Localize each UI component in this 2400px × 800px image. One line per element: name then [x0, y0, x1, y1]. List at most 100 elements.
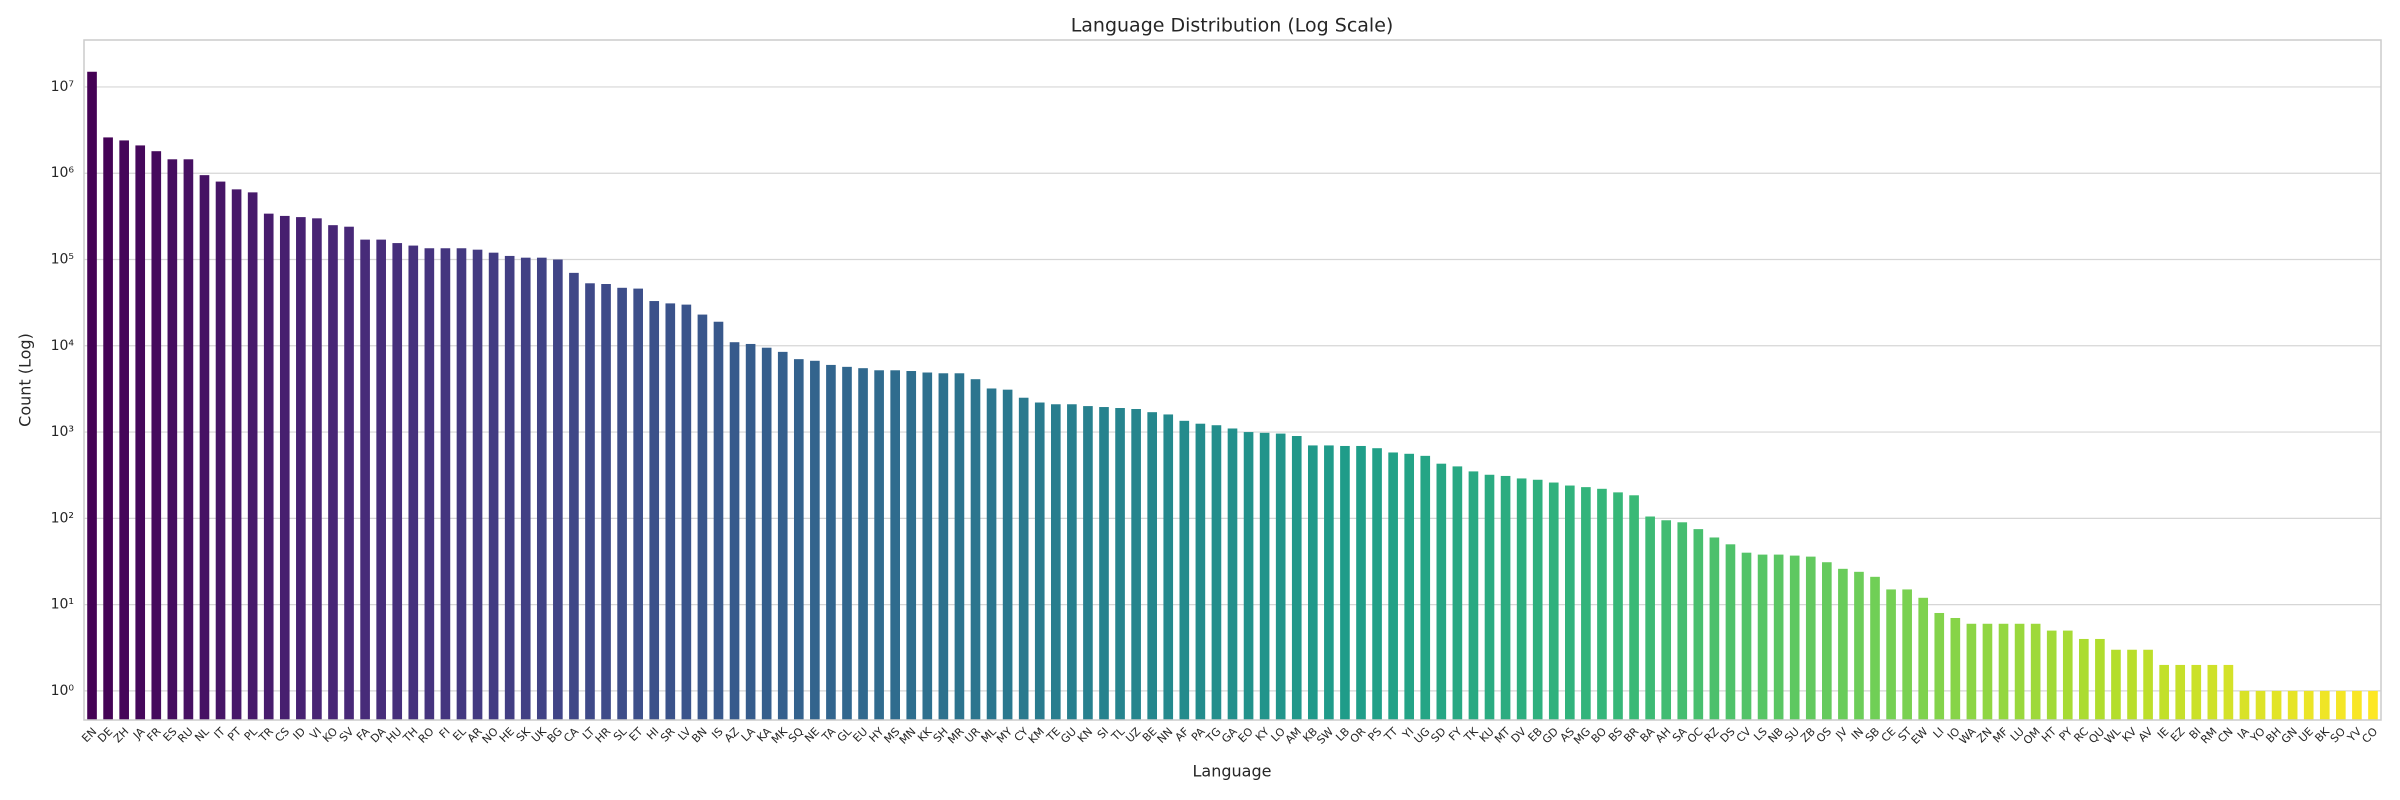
- bar: [874, 370, 884, 720]
- bar: [2014, 623, 2025, 720]
- bar: [1629, 495, 1639, 720]
- bar: [553, 259, 563, 720]
- x-tick-label: RO: [416, 725, 437, 746]
- bar: [376, 239, 386, 721]
- x-tick-label: SR: [658, 725, 678, 745]
- bar: [440, 248, 451, 721]
- bar: [569, 272, 579, 720]
- bar: [1243, 432, 1254, 720]
- bar: [1099, 407, 1109, 720]
- bar: [922, 372, 933, 720]
- bar: [1291, 436, 1302, 720]
- bar: [1532, 479, 1543, 720]
- x-tick-label: EZ: [2168, 725, 2188, 745]
- bar: [1050, 404, 1061, 720]
- bar: [2111, 649, 2121, 720]
- bar: [1581, 487, 1591, 720]
- x-tick-label: BN: [689, 725, 709, 745]
- bar: [1597, 488, 1607, 720]
- bar: [1918, 597, 1929, 720]
- bar: [1838, 568, 1848, 720]
- bar: [263, 213, 274, 720]
- bar: [1500, 475, 1511, 720]
- bar: [1613, 492, 1623, 720]
- bar: [183, 159, 194, 721]
- bar: [1067, 404, 1077, 720]
- bar: [665, 303, 676, 720]
- y-tick-label: 10⁰: [51, 683, 75, 699]
- x-axis-label: Language: [1193, 762, 1272, 781]
- bar: [103, 137, 113, 721]
- bar: [408, 245, 419, 720]
- bar: [1870, 576, 1880, 720]
- bar: [1484, 474, 1495, 720]
- bar: [1083, 406, 1093, 720]
- bar: [1227, 428, 1238, 720]
- bar: [2223, 664, 2234, 720]
- bar: [713, 321, 724, 720]
- bar: [167, 159, 178, 721]
- x-tick-label: CO: [2359, 725, 2380, 746]
- bar: [215, 181, 226, 720]
- bar: [1372, 448, 1382, 720]
- x-tick-label: OS: [1814, 725, 1834, 745]
- bar: [2303, 690, 2314, 720]
- bar: [328, 225, 338, 720]
- bar: [2095, 638, 2105, 720]
- x-tick-label: CS: [272, 725, 292, 745]
- bar: [1693, 529, 1704, 720]
- bar: [649, 301, 660, 720]
- bar: [1356, 445, 1366, 720]
- y-tick-label: 10⁶: [51, 165, 75, 181]
- x-tick-label: TT: [1381, 725, 1400, 744]
- bar: [761, 347, 772, 720]
- bar: [826, 364, 836, 720]
- y-axis-label: Count (Log): [16, 333, 35, 427]
- bar: [2046, 630, 2057, 720]
- bar: [1516, 478, 1527, 720]
- bar: [842, 366, 852, 720]
- x-tick-label: CN: [2215, 725, 2235, 745]
- bar: [1324, 445, 1334, 720]
- chart-title: Language Distribution (Log Scale): [1071, 15, 1394, 37]
- bar: [970, 379, 981, 720]
- bar: [296, 217, 306, 720]
- x-tick-label: AV: [2136, 725, 2156, 745]
- bar: [392, 243, 403, 720]
- bar: [1677, 522, 1688, 720]
- bar: [1307, 445, 1318, 720]
- bar: [2191, 664, 2202, 720]
- bar: [151, 151, 162, 720]
- bar: [2143, 649, 2153, 720]
- bar: [520, 257, 531, 720]
- bar: [231, 189, 242, 721]
- y-tick-label: 10⁵: [51, 252, 74, 268]
- bar: [585, 283, 595, 720]
- bar: [1340, 445, 1350, 720]
- bar: [810, 360, 820, 720]
- bar: [1404, 453, 1415, 720]
- bar: [697, 314, 708, 720]
- x-tick-label: CA: [561, 725, 581, 745]
- x-tick-label: SD: [1428, 725, 1448, 745]
- bar: [2030, 623, 2041, 720]
- bar: [745, 343, 756, 720]
- bar: [456, 248, 467, 721]
- bar: [1998, 623, 2009, 720]
- bar: [1565, 485, 1575, 720]
- bar: [1725, 544, 1736, 720]
- bar: [1259, 432, 1270, 720]
- bar: [601, 284, 611, 720]
- bar: [858, 368, 868, 720]
- bar: [1966, 623, 1977, 720]
- bar: [729, 342, 740, 720]
- bar: [1822, 562, 1832, 720]
- bar: [1934, 612, 1945, 720]
- bar: [472, 249, 483, 720]
- x-tick-label: EW: [1909, 725, 1931, 747]
- bar: [2255, 690, 2266, 720]
- plot-frame: [83, 39, 2382, 721]
- bar: [1018, 397, 1029, 720]
- bar: [938, 373, 949, 720]
